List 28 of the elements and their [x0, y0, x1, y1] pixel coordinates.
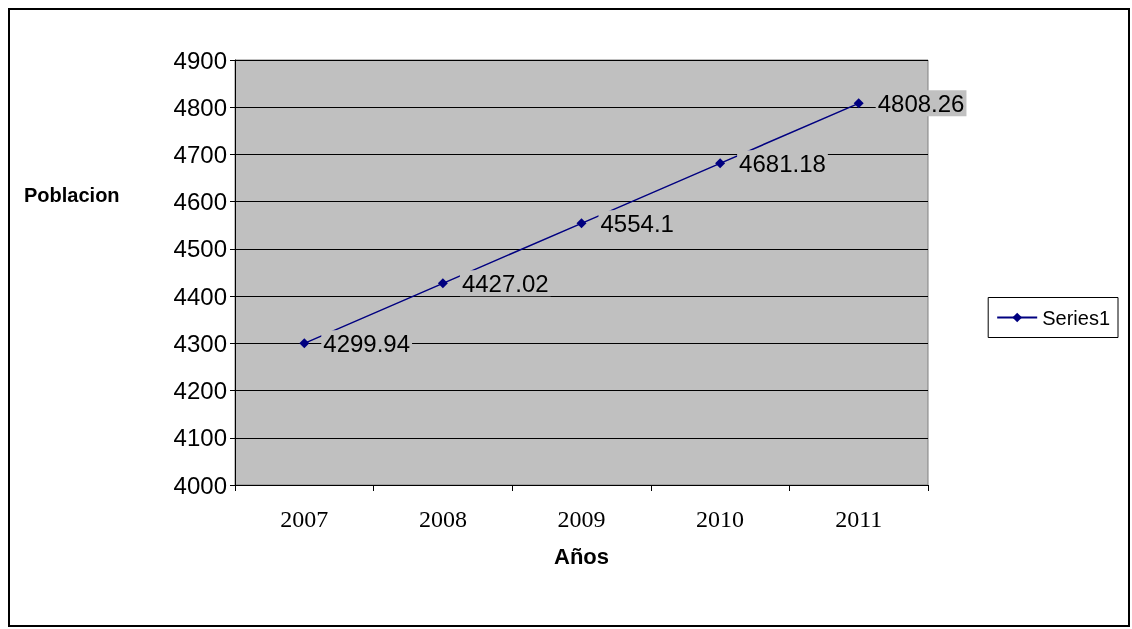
legend-label: Series1 [1042, 306, 1110, 329]
y-tick-label: 4600 [173, 188, 227, 216]
x-tick-label: 2008 [418, 506, 467, 532]
y-tick-label: 4800 [173, 93, 227, 121]
data-label: 4427.02 [461, 269, 549, 297]
point [299, 338, 310, 349]
point [576, 218, 587, 229]
y-tick-label: 4500 [173, 235, 227, 263]
y-tick-label: 4100 [173, 424, 227, 452]
y-axis-title: Poblacion [24, 184, 120, 206]
y-tick-label: 4000 [173, 471, 227, 499]
y-tick-label: 4900 [173, 46, 227, 74]
y-tick-label: 4300 [173, 329, 227, 357]
data-label: 4554.1 [600, 209, 674, 237]
point [853, 98, 864, 109]
x-tick-label: 2007 [280, 506, 329, 532]
point [437, 278, 448, 289]
point [715, 158, 726, 169]
x-axis-title: Años [554, 543, 609, 569]
x-tick-label: 2010 [696, 506, 745, 532]
y-tick-label: 4200 [173, 377, 227, 405]
x-tick-label: 2009 [557, 506, 606, 532]
y-tick-label: 4400 [173, 282, 227, 310]
data-label: 4808.26 [877, 89, 965, 117]
data-label: 4299.94 [323, 329, 411, 357]
data-label: 4681.18 [739, 149, 826, 177]
y-tick-label: 4700 [173, 140, 227, 168]
x-tick-label: 2011 [835, 506, 883, 532]
